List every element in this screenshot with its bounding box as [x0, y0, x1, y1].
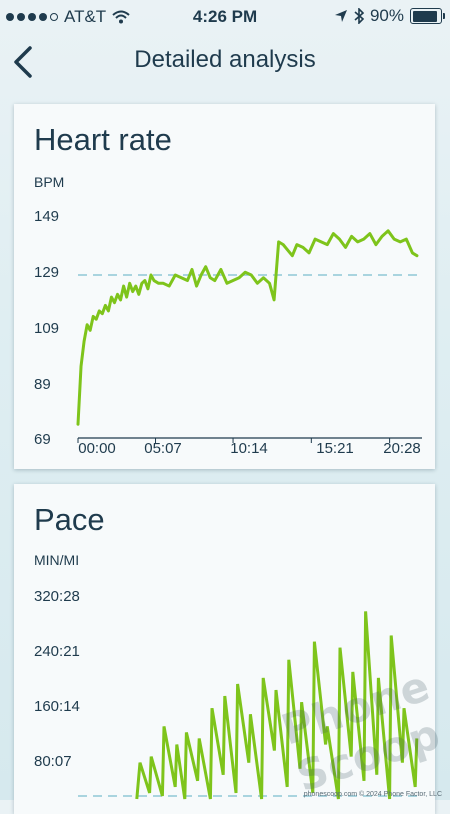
heart-rate-title: Heart rate	[34, 122, 172, 157]
status-bar: AT&T 4:26 PM 90%	[0, 0, 450, 34]
battery-percent: 90%	[369, 6, 404, 25]
pace-y-tick: 80:07	[34, 753, 72, 770]
hr-y-tick: 89	[34, 376, 51, 393]
pace-y-tick: 320:28	[34, 588, 80, 605]
hr-x-tick: 10:14	[230, 440, 268, 457]
pace-y-tick: 240:21	[34, 643, 80, 660]
pace-series-line	[135, 611, 419, 800]
battery-icon	[410, 8, 445, 24]
navigation-bar: Detailed analysis	[0, 34, 450, 90]
hr-y-tick: 149	[34, 208, 60, 225]
pace-chart	[78, 611, 420, 800]
copyright-text: phonescoop.com © 2024 Phone Factor, LLC	[303, 791, 442, 798]
hr-x-tick: 15:21	[316, 440, 354, 457]
hr-x-tick: 20:28	[383, 440, 421, 457]
chevron-left-icon[interactable]	[8, 40, 38, 80]
heart-rate-chart	[76, 229, 422, 443]
pace-unit: MIN/MI	[34, 552, 80, 568]
carrier-label: AT&T	[64, 7, 107, 26]
pace-y-tick: 160:14	[34, 698, 80, 715]
hr-y-tick: 129	[34, 264, 60, 281]
hr-y-tick: 69	[34, 431, 51, 448]
hr-x-tick: 00:00	[78, 440, 116, 457]
wifi-icon	[112, 10, 130, 24]
hr-y-tick: 109	[34, 320, 60, 337]
pace-card: Pace MIN/MI 320:28 240:21 160:14 80:07	[14, 484, 435, 814]
heart-rate-unit: BPM	[34, 174, 65, 190]
heart-rate-card: Heart rate BPM 149 129 109 89 69 00:00 0…	[14, 104, 435, 469]
pace-title: Pace	[34, 502, 105, 537]
hr-x-tick: 05:07	[144, 440, 182, 457]
location-arrow-icon	[334, 10, 347, 22]
page-title: Detailed analysis	[134, 46, 316, 73]
heart-rate-series-line	[76, 229, 419, 426]
status-time: 4:26 PM	[192, 7, 258, 26]
bluetooth-icon	[354, 8, 364, 24]
signal-strength-icon	[6, 13, 58, 21]
